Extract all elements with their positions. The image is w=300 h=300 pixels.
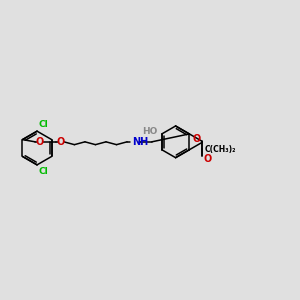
Text: O: O	[193, 134, 201, 144]
Text: C(CH₃)₂: C(CH₃)₂	[204, 145, 236, 154]
Text: O: O	[57, 137, 65, 147]
Text: Cl: Cl	[38, 120, 48, 129]
Text: Cl: Cl	[38, 167, 48, 176]
Text: NH: NH	[132, 137, 148, 147]
Text: HO: HO	[142, 127, 158, 136]
Text: O: O	[36, 137, 44, 147]
Text: O: O	[203, 154, 212, 164]
